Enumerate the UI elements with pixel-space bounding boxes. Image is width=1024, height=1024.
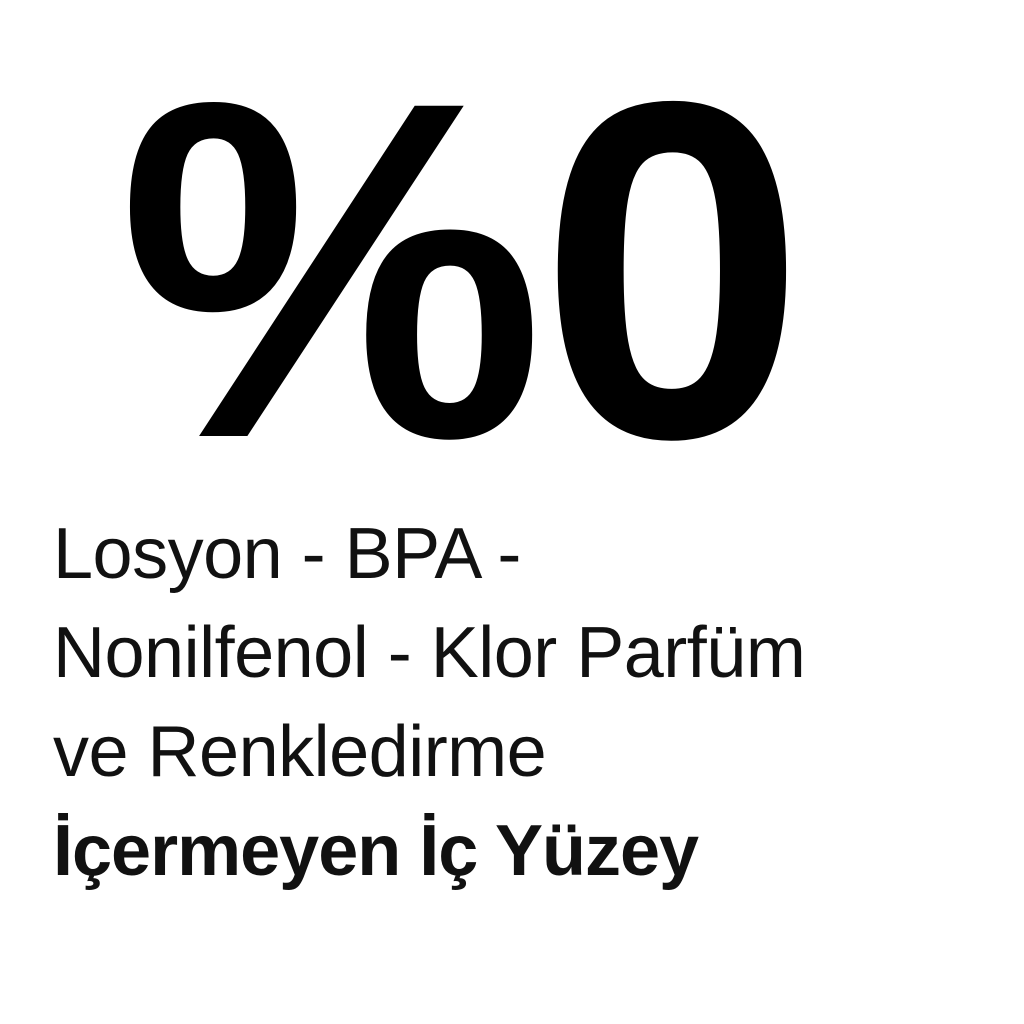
description-line-3: ve Renkledirme xyxy=(53,712,547,792)
description-block: Losyon - BPA - Nonilfenol - Klor Parfüm … xyxy=(53,505,806,901)
description-line-2: Nonilfenol - Klor Parfüm xyxy=(53,613,806,693)
description-line-1: Losyon - BPA - xyxy=(53,514,521,594)
description-emphasis-line: İçermeyen İç Yüzey xyxy=(53,811,699,891)
headline-percent-zero: %0 xyxy=(118,1,806,538)
